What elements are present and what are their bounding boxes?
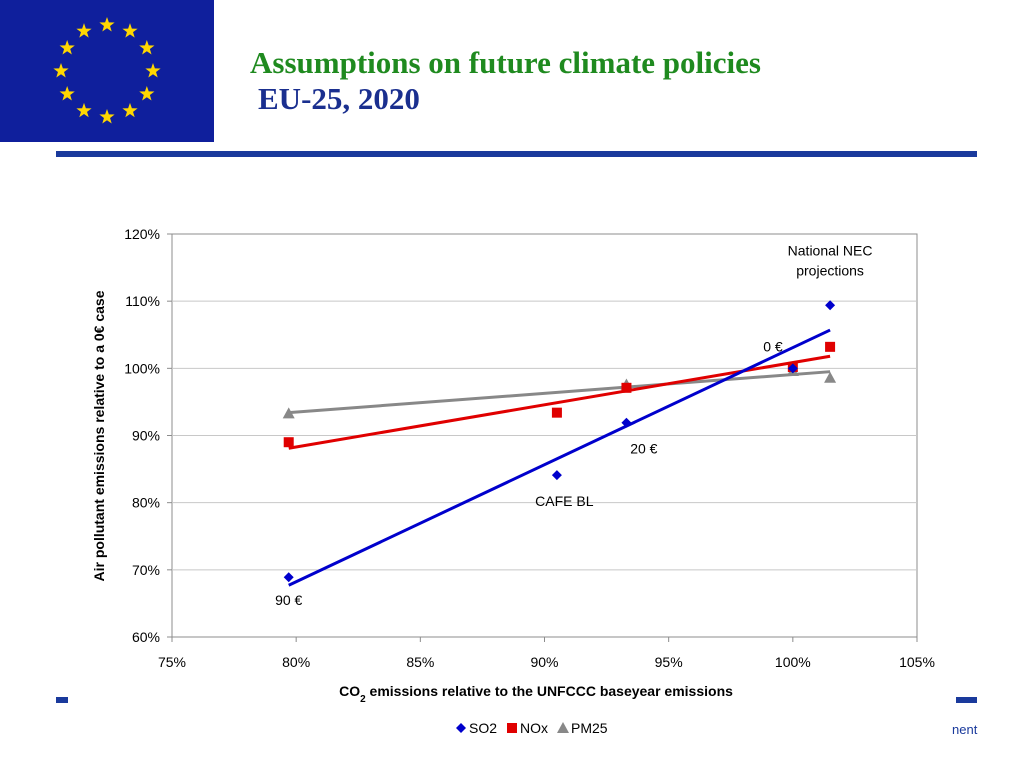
- anno-nec: National NEC projections: [788, 242, 873, 278]
- nox-point: [551, 407, 562, 418]
- anno-cafe: CAFE BL: [535, 493, 594, 509]
- x-axis-title-sub: 2: [360, 694, 366, 705]
- anno-90eur-line: 90 €: [275, 592, 302, 608]
- title-block: Assumptions on future climate policies E…: [250, 45, 761, 117]
- so2-point: [283, 572, 294, 583]
- legend-pm25-label: PM25: [571, 720, 608, 736]
- eu-flag-stars: [53, 17, 161, 124]
- x-tick-label: 90%: [530, 654, 558, 670]
- footer-text: nent: [952, 722, 978, 737]
- legend-nox-icon: [507, 723, 517, 733]
- y-tick-label: 100%: [124, 360, 160, 376]
- flag-star-icon: [122, 23, 138, 38]
- x-tick-label: 85%: [406, 654, 434, 670]
- plot-area: 60% 70% 80% 90% 100% 110% 120% 75% 80% 85% 90% 95% 1…: [124, 226, 935, 670]
- pm25-point: [282, 407, 295, 419]
- chart-legend: SO2 NOx PM25: [456, 720, 608, 736]
- x-tick-label: 80%: [282, 654, 310, 670]
- x-tick-label: 75%: [158, 654, 186, 670]
- legend-pm25-icon: [557, 722, 569, 733]
- flag-star-icon: [139, 40, 155, 55]
- x-axis-title-rest: emissions relative to the UNFCCC baseyea…: [366, 683, 733, 699]
- anno-0eur: 0 €: [763, 339, 783, 355]
- anno-20eur: 20 €: [630, 441, 657, 457]
- flag-star-icon: [53, 63, 69, 78]
- flag-star-icon: [99, 17, 115, 32]
- flag-star-icon: [99, 109, 115, 124]
- y-tick-label: 60%: [132, 629, 160, 645]
- flag-star-icon: [139, 86, 155, 101]
- anno-90eur: 90 €: [275, 592, 302, 608]
- x-tick-label: 95%: [655, 654, 683, 670]
- legend-so2-icon: [456, 723, 466, 733]
- x-tick-label: 100%: [775, 654, 811, 670]
- nox-point: [283, 437, 294, 448]
- so2-point: [621, 417, 632, 428]
- so2-trendline: [288, 328, 831, 587]
- anno-20eur-line: 20 €: [630, 441, 657, 457]
- so2-point: [825, 300, 836, 311]
- pm25-trendline: [288, 370, 831, 415]
- legend-so2-label: SO2: [469, 720, 497, 736]
- y-tick-label: 90%: [132, 428, 160, 444]
- anno-nec-line: National NEC: [788, 242, 873, 258]
- flag-star-icon: [59, 40, 75, 55]
- page-subtitle: EU-25, 2020: [258, 81, 420, 116]
- footer-rule-left: [56, 697, 68, 703]
- eu-flag-logo: [0, 0, 214, 142]
- y-axis-title: Air pollutant emissions relative to a 0€…: [91, 290, 107, 581]
- flag-star-icon: [76, 102, 92, 118]
- anno-0eur-line: 0 €: [763, 339, 783, 355]
- y-tick-label: 120%: [124, 226, 160, 242]
- so2-point: [787, 363, 798, 374]
- x-axis-title: CO2 emissions relative to the UNFCCC bas…: [339, 683, 733, 705]
- anno-cafe-line: CAFE BL: [535, 493, 594, 509]
- flag-star-icon: [59, 86, 75, 101]
- footer-rule-right: [956, 697, 977, 703]
- legend-nox-label: NOx: [520, 720, 548, 736]
- flag-star-icon: [122, 102, 138, 118]
- x-axis-title-main: CO: [339, 683, 360, 699]
- y-tick-label: 110%: [125, 293, 160, 309]
- pm25-point: [824, 371, 837, 383]
- series-so2: [283, 300, 836, 587]
- page-title: Assumptions on future climate policies: [250, 45, 761, 80]
- x-tick-label: 105%: [899, 654, 935, 670]
- nox-point: [825, 341, 836, 352]
- flag-star-icon: [76, 23, 92, 38]
- flag-star-icon: [145, 63, 161, 78]
- so2-point: [551, 470, 562, 481]
- nox-point: [621, 382, 632, 393]
- y-tick-label: 80%: [132, 495, 160, 511]
- anno-nec-line: projections: [796, 262, 864, 278]
- header-rule: [56, 151, 977, 157]
- y-tick-label: 70%: [132, 562, 160, 578]
